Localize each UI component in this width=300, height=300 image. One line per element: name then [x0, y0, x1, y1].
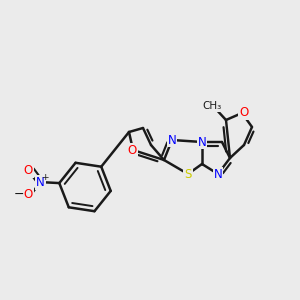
Text: O: O	[239, 106, 249, 119]
Text: CH₃: CH₃	[202, 101, 222, 111]
Text: −: −	[14, 188, 25, 201]
Text: O: O	[24, 188, 33, 201]
Text: N: N	[214, 167, 222, 181]
Text: O: O	[24, 164, 33, 177]
Text: O: O	[128, 143, 136, 157]
Text: N: N	[168, 134, 176, 146]
Text: +: +	[41, 172, 49, 182]
Text: N: N	[36, 176, 45, 189]
Text: S: S	[184, 167, 192, 181]
Text: N: N	[198, 136, 206, 148]
